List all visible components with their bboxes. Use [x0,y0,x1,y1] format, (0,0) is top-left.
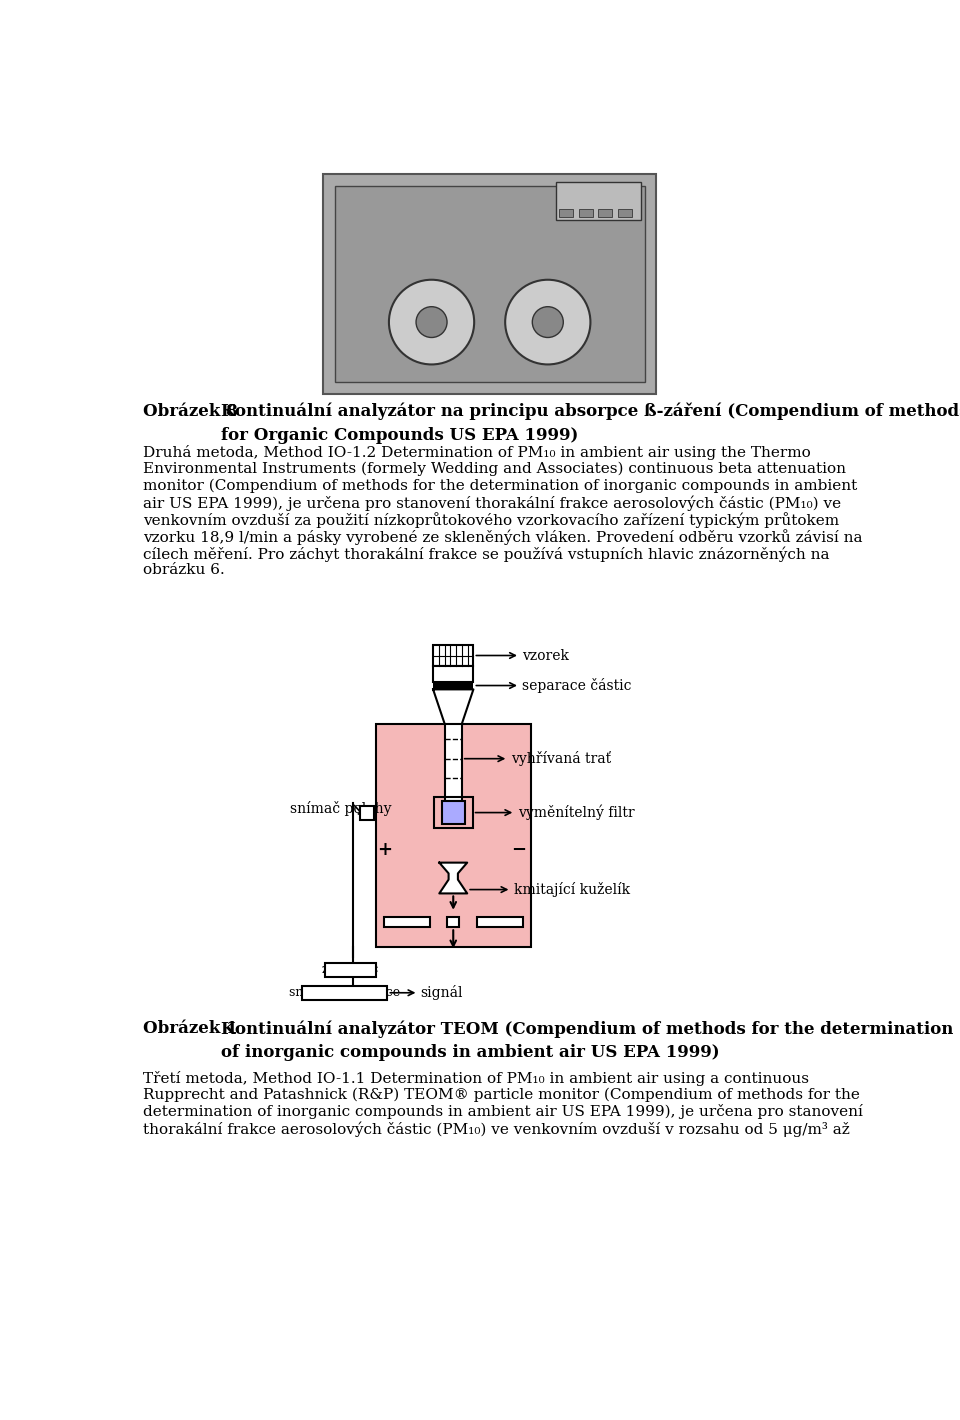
Text: Environmental Instruments (formely Wedding and Associates) continuous beta atten: Environmental Instruments (formely Weddi… [143,462,847,476]
Text: −: − [512,841,527,859]
Bar [392,839,393,853]
Bar [556,182,641,220]
Polygon shape [440,862,468,893]
Bar [579,209,592,217]
Bar [433,682,473,689]
Circle shape [389,280,474,365]
Text: thorakální frakce aerosolových částic (PM₁₀) ve venkovním ovzduší v rozsahu od 5: thorakální frakce aerosolových částic (P… [143,1122,850,1137]
Bar [324,175,657,393]
Bar [335,186,645,382]
Bar [512,839,513,853]
Bar [433,645,473,666]
Text: vzorek: vzorek [522,649,569,663]
Bar [433,666,473,682]
Bar [476,916,523,927]
Text: Rupprecht and Patashnick (R&P) TEOM® particle monitor (Compendium of methods for: Rupprecht and Patashnick (R&P) TEOM® par… [143,1088,860,1102]
Text: venkovním ovzduší za použití nízkoprůtokového vzorkovacího zařízení typickým prů: venkovním ovzduší za použití nízkoprůtok… [143,513,839,528]
Bar [617,209,632,217]
Text: Obrázek 8: Obrázek 8 [143,403,238,420]
Text: vzorku 18,9 l/min a pásky vyrobené ze skleněných vláken. Provedení odběru vzorků: vzorku 18,9 l/min a pásky vyrobené ze sk… [143,530,863,545]
Bar [434,797,472,828]
Bar [598,209,612,217]
Text: vyhřívaná trať: vyhřívaná trať [511,751,611,767]
Bar [325,963,375,977]
Text: monitor (Compendium of methods for the determination of inorganic compounds in a: monitor (Compendium of methods for the d… [143,479,857,493]
Text: +: + [377,841,393,859]
Text: vyměnítelný filtr: vyměnítelný filtr [517,805,635,821]
Bar [388,848,396,849]
Text: Kontinuální analyzátor na principu absorpce ß-záření (Compendium of methods
for : Kontinuální analyzátor na principu absor… [221,403,960,444]
Bar [360,805,374,819]
Text: Třetí metoda, Method IO-1.1 Determination of PM₁₀ in ambient air using a continu: Třetí metoda, Method IO-1.1 Determinatio… [143,1071,809,1085]
Bar [375,724,531,947]
Text: air US EPA 1999), je určena pro stanovení thorakální frakce aerosolových částic : air US EPA 1999), je určena pro stanoven… [143,496,841,511]
Text: Obrázek 1: Obrázek 1 [143,1021,238,1038]
Bar [302,985,388,1000]
Text: separace částic: separace částic [522,677,632,693]
Polygon shape [433,689,473,724]
Text: signál: signál [420,985,463,1000]
Bar [560,209,573,217]
Text: Kontinuální analyzátor TEOM (Compendium of methods for the determination
of inor: Kontinuální analyzátor TEOM (Compendium … [221,1021,953,1062]
Bar [383,916,430,927]
Text: snímač frekvence: snímač frekvence [289,987,400,1000]
Bar [442,801,465,824]
Bar [508,848,516,849]
Bar [447,916,460,927]
Text: obrázku 6.: obrázku 6. [143,564,225,577]
Text: cílech měření. Pro záchyt thorakální frakce se používá vstupních hlavic znázorně: cílech měření. Pro záchyt thorakální fra… [143,547,829,562]
Text: snímač polohy: snímač polohy [291,801,392,816]
Circle shape [532,307,564,338]
Circle shape [416,307,447,338]
Circle shape [505,280,590,365]
Bar [444,724,462,801]
Text: Druhá metoda, Method IO-1.2 Determination of PM₁₀ in ambient air using the Therm: Druhá metoda, Method IO-1.2 Determinatio… [143,444,811,460]
Text: zesílovač: zesílovač [322,963,379,976]
Text: determination of inorganic compounds in ambient air US EPA 1999), je určena pro : determination of inorganic compounds in … [143,1105,863,1119]
Text: kmitající kuželík: kmitající kuželík [514,882,630,897]
